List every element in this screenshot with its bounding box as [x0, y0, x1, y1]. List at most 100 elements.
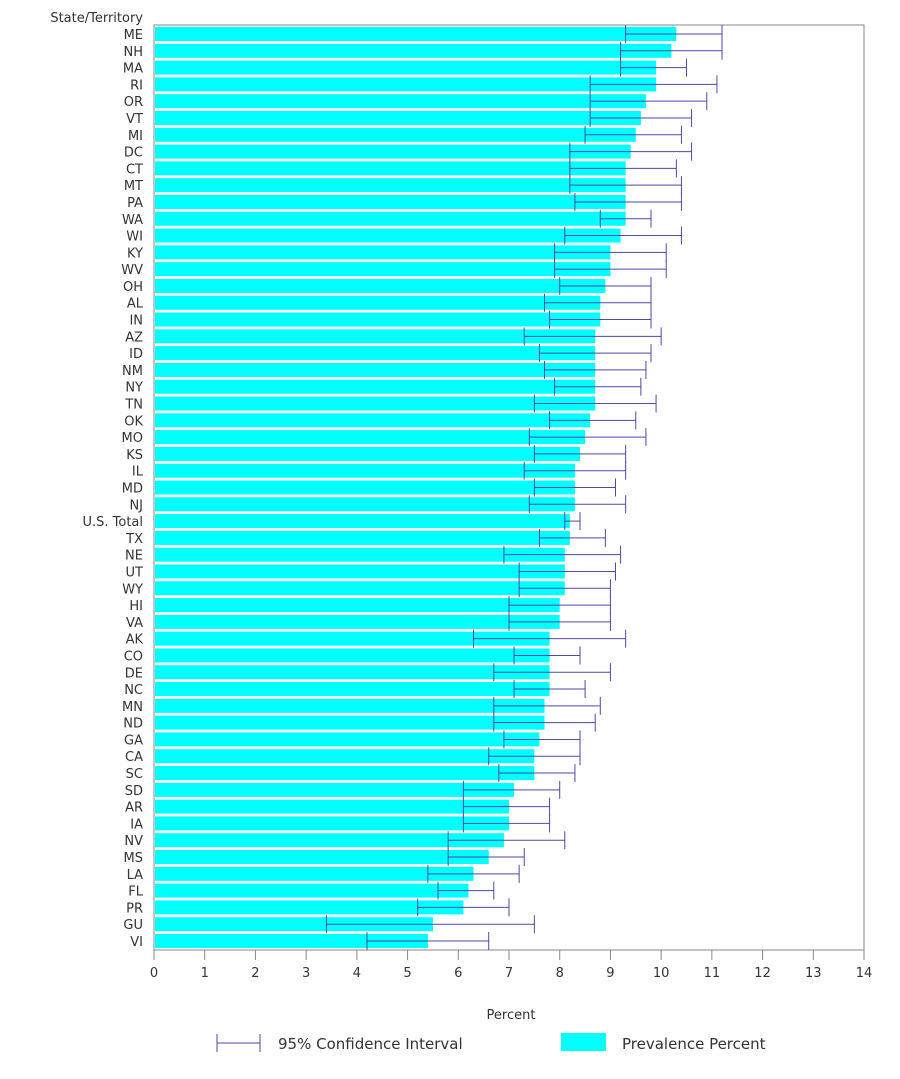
- bar: [155, 766, 535, 781]
- category-label: IL: [132, 465, 144, 480]
- category-label: CA: [125, 750, 143, 765]
- category-label: KY: [127, 246, 143, 261]
- category-label: MO: [122, 431, 143, 446]
- category-label: AK: [126, 633, 144, 648]
- category-label: MI: [128, 129, 143, 144]
- bar: [155, 682, 550, 697]
- category-label: SD: [125, 784, 143, 799]
- bar: [155, 94, 646, 109]
- bar: [155, 698, 545, 713]
- bar: [155, 245, 611, 260]
- bar: [155, 228, 621, 243]
- bar: [155, 379, 596, 394]
- x-tick-label: 0: [150, 966, 158, 981]
- bar: [155, 27, 677, 41]
- bar: [155, 178, 626, 193]
- bar: [155, 883, 469, 898]
- x-tick-label: 2: [251, 966, 259, 981]
- bar: [155, 934, 428, 948]
- bar: [155, 833, 504, 848]
- x-tick-label: 6: [454, 966, 462, 981]
- bar: [155, 346, 596, 361]
- legend-ci-label: 95% Confidence Interval: [278, 1035, 463, 1053]
- x-tick-label: 13: [805, 966, 822, 981]
- category-label: LA: [127, 868, 144, 883]
- bar: [155, 581, 565, 596]
- bar: [155, 782, 515, 797]
- bar: [155, 463, 575, 478]
- category-label: NM: [122, 364, 143, 379]
- x-tick-label: 7: [505, 966, 513, 981]
- category-label: TN: [124, 398, 143, 413]
- category-label: MT: [124, 179, 143, 194]
- bar: [155, 749, 535, 764]
- bar: [155, 917, 433, 932]
- category-label: NJ: [129, 498, 143, 513]
- category-label: AZ: [125, 330, 143, 345]
- category-label: DC: [124, 146, 143, 161]
- category-label: WY: [122, 582, 143, 597]
- x-tick-label: 14: [856, 966, 873, 981]
- category-label: OH: [123, 280, 143, 295]
- bar: [155, 514, 570, 529]
- category-label: ID: [129, 347, 143, 362]
- bar: [155, 161, 626, 176]
- category-label: GU: [123, 918, 143, 933]
- category-label: ND: [123, 717, 143, 732]
- bar: [155, 850, 489, 865]
- bar: [155, 715, 545, 730]
- x-tick-label: 8: [556, 966, 564, 981]
- bar: [155, 329, 596, 344]
- bar: [155, 194, 626, 209]
- x-tick-label: 4: [353, 966, 361, 981]
- category-label: PR: [126, 901, 143, 916]
- bar: [155, 631, 550, 646]
- legend-bar-swatch: [561, 1033, 606, 1051]
- category-label: FL: [128, 885, 143, 900]
- category-label: NY: [125, 381, 143, 396]
- category-label: OR: [124, 95, 143, 110]
- category-label: PA: [127, 196, 143, 211]
- bar: [155, 497, 575, 512]
- bar: [155, 262, 611, 277]
- bar: [155, 446, 580, 461]
- bar: [155, 900, 464, 915]
- category-label: UT: [126, 565, 144, 580]
- category-label: MA: [123, 62, 143, 77]
- category-label: IA: [130, 817, 143, 832]
- bar: [155, 598, 560, 613]
- category-label: VT: [126, 112, 143, 127]
- category-label: SC: [126, 767, 143, 782]
- category-label: RI: [130, 78, 143, 93]
- bar: [155, 413, 591, 428]
- bar: [155, 547, 565, 562]
- bar: [155, 127, 636, 142]
- category-label: MS: [124, 851, 143, 866]
- bar: [155, 295, 601, 310]
- category-label: TX: [125, 532, 143, 547]
- bar: [155, 396, 596, 411]
- bar: [155, 362, 596, 377]
- bar: [155, 866, 474, 881]
- bar: [155, 278, 606, 293]
- bar: [155, 77, 657, 92]
- category-label: CO: [124, 649, 143, 664]
- x-tick-label: 11: [704, 966, 721, 981]
- bar: [155, 430, 586, 445]
- bar: [155, 43, 672, 58]
- category-label: GA: [124, 733, 143, 748]
- legend-bar-label: Prevalence Percent: [622, 1035, 766, 1053]
- category-label: OK: [124, 414, 143, 429]
- x-tick-label: 5: [403, 966, 411, 981]
- category-label: DE: [125, 666, 143, 681]
- x-tick-label: 9: [606, 966, 614, 981]
- bar: [155, 665, 550, 680]
- category-label: MN: [122, 700, 143, 715]
- bar: [155, 110, 641, 125]
- category-label: MD: [122, 482, 143, 497]
- x-tick-label: 1: [201, 966, 209, 981]
- bar: [155, 480, 575, 495]
- x-tick-label: 10: [653, 966, 670, 981]
- category-label: NC: [124, 683, 143, 698]
- x-axis-label: Percent: [487, 1008, 536, 1023]
